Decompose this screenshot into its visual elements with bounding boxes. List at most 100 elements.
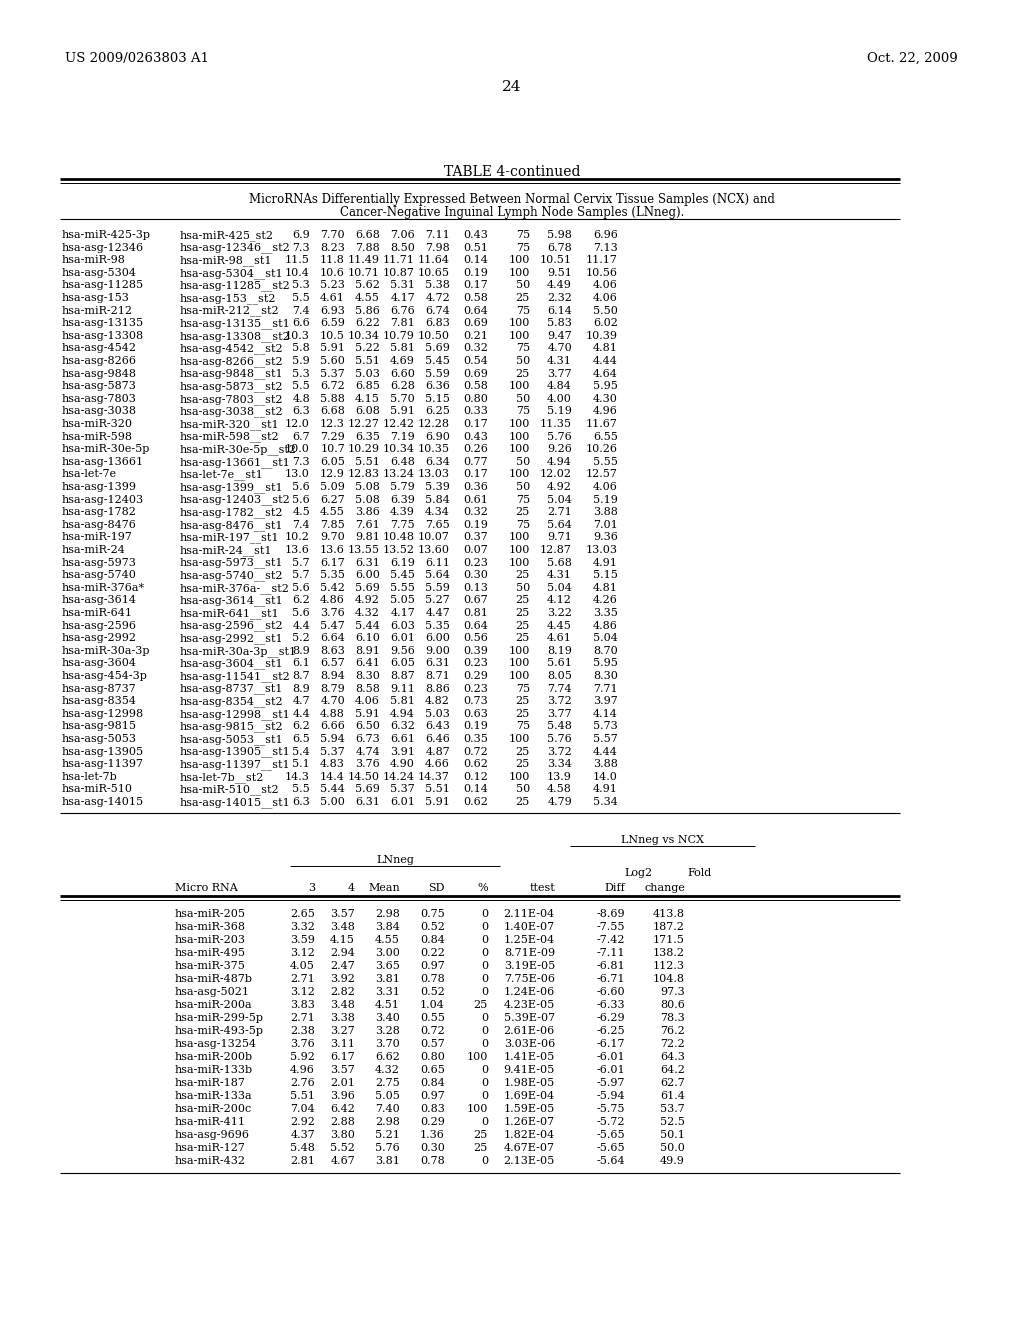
Text: 7.4: 7.4 bbox=[293, 306, 310, 315]
Text: 4.7: 4.7 bbox=[293, 696, 310, 706]
Text: 6.50: 6.50 bbox=[355, 722, 380, 731]
Text: 0.62: 0.62 bbox=[463, 797, 488, 807]
Text: Micro RNA: Micro RNA bbox=[175, 883, 238, 892]
Text: 64.2: 64.2 bbox=[660, 1065, 685, 1074]
Text: 0.14: 0.14 bbox=[463, 784, 488, 795]
Text: -7.55: -7.55 bbox=[597, 921, 625, 932]
Text: 0.52: 0.52 bbox=[420, 921, 445, 932]
Text: hsa-miR-200a: hsa-miR-200a bbox=[175, 999, 253, 1010]
Text: 5.27: 5.27 bbox=[425, 595, 450, 606]
Text: hsa-miR-98__st1: hsa-miR-98__st1 bbox=[180, 255, 272, 265]
Text: 3.57: 3.57 bbox=[331, 908, 355, 919]
Text: 9.26: 9.26 bbox=[547, 445, 572, 454]
Text: 5.04: 5.04 bbox=[547, 583, 572, 593]
Text: 6.25: 6.25 bbox=[425, 407, 450, 416]
Text: 0.51: 0.51 bbox=[463, 243, 488, 252]
Text: 0: 0 bbox=[481, 921, 488, 932]
Text: 1.36: 1.36 bbox=[420, 1130, 445, 1139]
Text: 4.26: 4.26 bbox=[593, 595, 618, 606]
Text: hsa-asg-5873: hsa-asg-5873 bbox=[62, 381, 137, 391]
Text: 4.15: 4.15 bbox=[355, 393, 380, 404]
Text: 6.66: 6.66 bbox=[321, 722, 345, 731]
Text: 12.87: 12.87 bbox=[540, 545, 572, 554]
Text: hsa-asg-5973: hsa-asg-5973 bbox=[62, 557, 137, 568]
Text: 5.03: 5.03 bbox=[355, 368, 380, 379]
Text: 0.30: 0.30 bbox=[463, 570, 488, 581]
Text: 3.76: 3.76 bbox=[355, 759, 380, 770]
Text: 4.06: 4.06 bbox=[593, 293, 618, 304]
Text: hsa-miR-411: hsa-miR-411 bbox=[175, 1117, 246, 1126]
Text: 5.57: 5.57 bbox=[593, 734, 618, 744]
Text: 7.13: 7.13 bbox=[593, 243, 618, 252]
Text: 2.94: 2.94 bbox=[330, 948, 355, 957]
Text: 0.77: 0.77 bbox=[464, 457, 488, 467]
Text: -5.97: -5.97 bbox=[597, 1077, 625, 1088]
Text: 7.75: 7.75 bbox=[390, 520, 415, 529]
Text: 10.50: 10.50 bbox=[418, 331, 450, 341]
Text: 13.52: 13.52 bbox=[383, 545, 415, 554]
Text: 1.24E-06: 1.24E-06 bbox=[504, 986, 555, 997]
Text: 3.27: 3.27 bbox=[331, 1026, 355, 1036]
Text: 3.84: 3.84 bbox=[375, 921, 400, 932]
Text: 2.65: 2.65 bbox=[290, 908, 315, 919]
Text: hsa-asg-9848: hsa-asg-9848 bbox=[62, 368, 137, 379]
Text: 3.32: 3.32 bbox=[290, 921, 315, 932]
Text: 5.48: 5.48 bbox=[290, 1143, 315, 1152]
Text: hsa-miR-24: hsa-miR-24 bbox=[62, 545, 126, 554]
Text: 3.11: 3.11 bbox=[330, 1039, 355, 1048]
Text: 3.28: 3.28 bbox=[375, 1026, 400, 1036]
Text: 5.69: 5.69 bbox=[425, 343, 450, 354]
Text: 8.05: 8.05 bbox=[547, 671, 572, 681]
Text: 78.3: 78.3 bbox=[660, 1012, 685, 1023]
Text: 3.38: 3.38 bbox=[330, 1012, 355, 1023]
Text: hsa-miR-598__st2: hsa-miR-598__st2 bbox=[180, 432, 280, 442]
Text: 4.81: 4.81 bbox=[593, 343, 618, 354]
Text: 413.8: 413.8 bbox=[653, 908, 685, 919]
Text: 100: 100 bbox=[509, 331, 530, 341]
Text: 5.51: 5.51 bbox=[355, 356, 380, 366]
Text: 100: 100 bbox=[509, 557, 530, 568]
Text: 8.91: 8.91 bbox=[355, 645, 380, 656]
Text: 0.52: 0.52 bbox=[420, 986, 445, 997]
Text: SD: SD bbox=[428, 883, 445, 892]
Text: 0.17: 0.17 bbox=[463, 280, 488, 290]
Text: 100: 100 bbox=[509, 381, 530, 391]
Text: 25: 25 bbox=[516, 368, 530, 379]
Text: 1.98E-05: 1.98E-05 bbox=[504, 1077, 555, 1088]
Text: hsa-asg-1782: hsa-asg-1782 bbox=[62, 507, 137, 517]
Text: hsa-miR-133a: hsa-miR-133a bbox=[175, 1090, 253, 1101]
Text: 6.19: 6.19 bbox=[390, 557, 415, 568]
Text: 0.72: 0.72 bbox=[420, 1026, 445, 1036]
Text: 4.55: 4.55 bbox=[355, 293, 380, 304]
Text: 0.80: 0.80 bbox=[420, 1052, 445, 1061]
Text: 2.71: 2.71 bbox=[290, 1012, 315, 1023]
Text: 11.8: 11.8 bbox=[321, 255, 345, 265]
Text: 6.31: 6.31 bbox=[355, 797, 380, 807]
Text: 25: 25 bbox=[516, 634, 530, 643]
Text: 4.00: 4.00 bbox=[547, 393, 572, 404]
Text: 13.6: 13.6 bbox=[285, 545, 310, 554]
Text: 0.29: 0.29 bbox=[420, 1117, 445, 1126]
Text: 5.09: 5.09 bbox=[321, 482, 345, 492]
Text: 11.17: 11.17 bbox=[586, 255, 618, 265]
Text: 7.61: 7.61 bbox=[355, 520, 380, 529]
Text: 0.78: 0.78 bbox=[420, 1155, 445, 1166]
Text: hsa-miR-495: hsa-miR-495 bbox=[175, 948, 246, 957]
Text: 6.1: 6.1 bbox=[292, 659, 310, 668]
Text: 6.3: 6.3 bbox=[292, 407, 310, 416]
Text: 6.05: 6.05 bbox=[390, 659, 415, 668]
Text: 6.42: 6.42 bbox=[330, 1104, 355, 1114]
Text: 5.76: 5.76 bbox=[547, 432, 572, 442]
Text: 13.03: 13.03 bbox=[418, 470, 450, 479]
Text: 5.04: 5.04 bbox=[547, 495, 572, 504]
Text: 0: 0 bbox=[481, 1039, 488, 1048]
Text: 0.84: 0.84 bbox=[420, 935, 445, 945]
Text: hsa-let-7b: hsa-let-7b bbox=[62, 772, 118, 781]
Text: 8.58: 8.58 bbox=[355, 684, 380, 693]
Text: 7.81: 7.81 bbox=[390, 318, 415, 329]
Text: 0: 0 bbox=[481, 1090, 488, 1101]
Text: 3.86: 3.86 bbox=[355, 507, 380, 517]
Text: 9.36: 9.36 bbox=[593, 532, 618, 543]
Text: 8.63: 8.63 bbox=[321, 645, 345, 656]
Text: 6.05: 6.05 bbox=[321, 457, 345, 467]
